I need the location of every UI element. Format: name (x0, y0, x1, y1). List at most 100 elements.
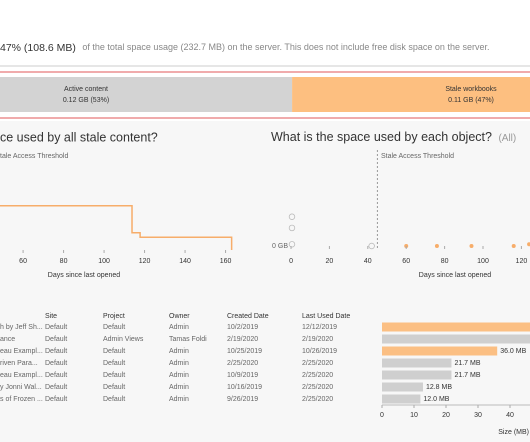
table-cell: 12/12/2019 (302, 324, 337, 331)
point (527, 242, 530, 247)
x-tick-label: 10 (410, 412, 418, 419)
title-filter[interactable]: (All) (498, 133, 516, 144)
y-tick-label: 0 GB (272, 243, 288, 250)
table-cell: Default (45, 384, 67, 391)
table-cell: Admin (169, 348, 189, 355)
table-cell: Admin (169, 372, 189, 379)
table-cell: s of Frozen ... (0, 396, 43, 403)
table-cell: Admin (169, 360, 189, 367)
lower-panel (0, 121, 530, 442)
table-cell: 2/25/2020 (302, 360, 333, 367)
table-cell: eau Exampl... (0, 372, 43, 379)
point (288, 241, 296, 248)
x-tick-label: 120 (139, 258, 151, 265)
table-cell: 10/9/2019 (227, 372, 258, 379)
column-header: Owner (169, 313, 190, 320)
table-cell: 10/16/2019 (227, 384, 262, 391)
title-main: What is the space used by each object? (271, 130, 492, 144)
bar (382, 370, 452, 380)
bar-label: 12.0 MB (423, 396, 449, 403)
bar-label: 21.7 MB (454, 360, 480, 367)
table-cell: Admin (169, 384, 189, 391)
point (469, 244, 474, 248)
x-tick-label: 80 (441, 258, 449, 265)
table-cell: Admin (169, 324, 189, 331)
table-cell: Default (45, 324, 67, 331)
table-cell: 9/26/2019 (227, 396, 258, 403)
table-cell: 2/25/2020 (302, 372, 333, 379)
table-cell: h by Jeff Sh... (0, 324, 43, 331)
bar (0, 77, 293, 112)
table-cell: Admin (169, 396, 189, 403)
table-cell: ance (0, 336, 15, 343)
table-cell: 2/19/2020 (302, 336, 333, 343)
table-cell: Default (103, 324, 125, 331)
point (288, 224, 296, 232)
table-cell: 2/25/2020 (302, 384, 333, 391)
x-tick-label: 20 (442, 412, 450, 419)
bar-label: 36.0 MB (500, 348, 526, 355)
table-cell: Default (103, 384, 125, 391)
table-cell: Default (103, 372, 125, 379)
table-cell: 10/25/2019 (227, 348, 262, 355)
x-tick-label: 20 (326, 258, 334, 265)
x-axis-title: Days since last opened (48, 272, 120, 279)
x-tick-label: 80 (60, 258, 68, 265)
point (368, 242, 375, 250)
x-axis-title: Days since last opened (419, 272, 491, 279)
table-cell: Default (45, 372, 67, 379)
x-tick-label: 60 (402, 258, 410, 265)
table-cell: Admin Views (103, 336, 144, 343)
table-cell: Default (103, 348, 125, 355)
x-tick-label: 120 (516, 258, 528, 265)
column-header: Project (103, 313, 125, 320)
bar (382, 394, 421, 404)
table-cell: 2/19/2020 (227, 336, 258, 343)
table-cell: Default (103, 396, 125, 403)
table-cell: 2/25/2020 (302, 396, 333, 403)
x-tick-label: 30 (474, 412, 482, 419)
bar (382, 322, 530, 332)
x-axis-title: Size (MB) (498, 429, 529, 436)
bar (382, 334, 530, 344)
table-cell: Default (45, 396, 67, 403)
table-cell: Tamas Foldi (169, 336, 207, 343)
point (288, 213, 296, 220)
x-tick-label: 0 (380, 412, 384, 419)
bar (382, 358, 452, 368)
x-tick-label: 100 (477, 258, 489, 265)
column-header: Last Used Date (302, 313, 350, 320)
x-tick-label: 140 (179, 258, 191, 265)
header-highlight: 47% (108.6 MB) (0, 42, 76, 54)
bar (382, 382, 423, 392)
bar-label: 21.7 MB (454, 372, 480, 379)
table-cell: Default (45, 360, 67, 367)
table-cell: eau Exampl... (0, 348, 43, 355)
segment-name: Active content (64, 86, 108, 93)
table-cell: 10/2/2019 (227, 324, 258, 331)
table-cell: Default (103, 360, 125, 367)
header-note: of the total space usage (232.7 MB) on t… (82, 42, 489, 52)
table-cell: 2/25/2020 (227, 360, 258, 367)
x-tick-label: 100 (98, 258, 110, 265)
segment-label: 0.12 GB (53%) (63, 97, 109, 104)
bar (292, 77, 530, 112)
threshold-label: tale Access Threshold (0, 153, 68, 160)
point (511, 244, 516, 248)
point (434, 244, 439, 248)
table-cell: 10/26/2019 (302, 348, 337, 355)
table-cell: Default (45, 336, 67, 343)
table-cell: y Jonni Wal... (0, 384, 42, 391)
bar-label: 12.8 MB (426, 384, 452, 391)
x-tick-label: 40 (506, 412, 514, 419)
segment-label: 0.11 GB (47%) (448, 97, 494, 104)
table-cell: Default (45, 348, 67, 355)
table-cell: riven Para... (0, 360, 38, 367)
threshold-label: Stale Access Threshold (381, 153, 454, 160)
x-tick-label: 160 (220, 258, 232, 265)
x-tick-label: 0 (289, 258, 293, 265)
chart-title: ce used by all stale content? (0, 130, 158, 144)
chart-title: What is the space used by each object? (… (271, 130, 516, 144)
line (0, 205, 233, 250)
